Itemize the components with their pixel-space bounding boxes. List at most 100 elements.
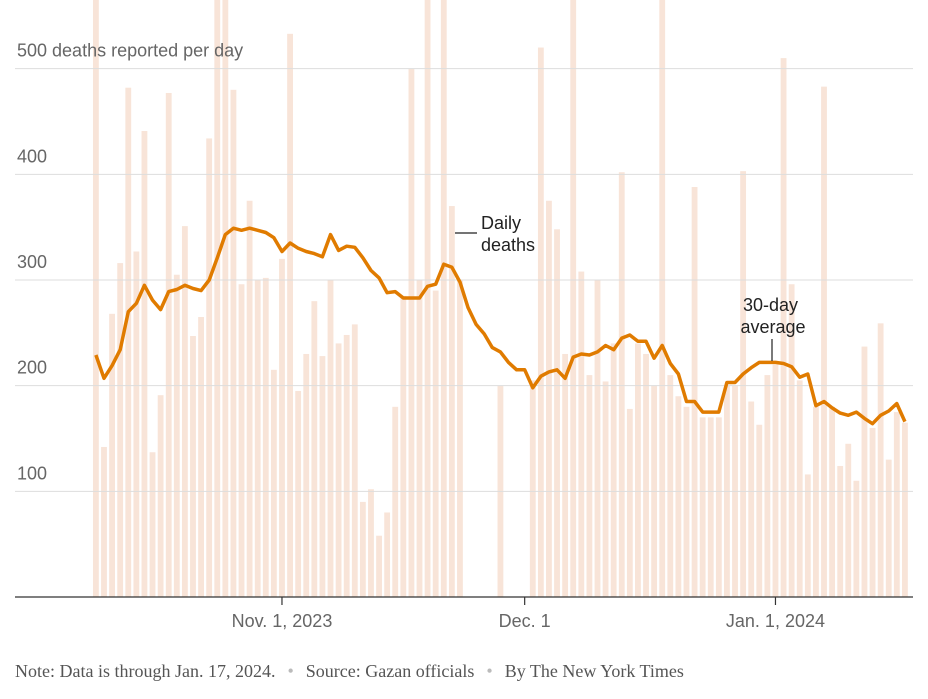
bar — [554, 229, 560, 597]
footer: Note: Data is through Jan. 17, 2024. • Sou… — [15, 661, 684, 681]
bar — [109, 313, 115, 597]
bar — [206, 138, 213, 597]
foreground: 100 200 300 400 500 deaths reported per day N… — [15, 41, 913, 681]
bar — [351, 324, 358, 597]
bar — [529, 380, 536, 597]
footer-item: By The New York Times — [505, 661, 684, 681]
bar — [893, 412, 900, 597]
bar — [821, 86, 827, 597]
line — [94, 226, 907, 426]
bar — [416, 280, 423, 597]
y-tick-label: 100 — [17, 463, 47, 483]
bar — [327, 280, 334, 597]
bar — [279, 258, 285, 597]
bar — [788, 284, 795, 597]
bar — [562, 353, 569, 597]
bar — [254, 280, 261, 597]
bar — [853, 480, 860, 597]
bar — [392, 406, 399, 597]
bar — [780, 58, 787, 597]
bar — [101, 446, 107, 597]
x-tick-label: Jan. 1, 2024 — [726, 611, 825, 631]
bar — [262, 277, 269, 597]
bar — [618, 172, 625, 597]
bar — [546, 200, 552, 597]
bar — [448, 206, 455, 597]
bar — [141, 131, 148, 597]
bar — [804, 474, 811, 597]
bar — [748, 401, 755, 597]
bar — [901, 422, 908, 597]
bar — [675, 396, 682, 597]
bar — [667, 375, 674, 597]
bar — [384, 512, 391, 597]
series-label: Daily deaths — [481, 213, 535, 255]
grid — [15, 68, 913, 492]
bar — [92, 0, 99, 597]
bar — [319, 356, 326, 597]
bar — [635, 343, 641, 597]
bar — [295, 390, 302, 597]
bar — [270, 369, 277, 597]
bar — [602, 381, 609, 597]
bar — [715, 417, 722, 597]
bar — [432, 290, 439, 597]
bar — [457, 280, 463, 597]
bar — [829, 406, 836, 597]
bar — [408, 68, 415, 597]
bar — [303, 353, 310, 597]
bar — [238, 284, 245, 597]
bar — [796, 380, 803, 597]
bar — [190, 336, 196, 597]
bar — [125, 87, 132, 597]
bar — [149, 452, 156, 597]
bar — [707, 417, 714, 597]
bar — [335, 343, 342, 597]
bar — [246, 200, 253, 597]
bar — [222, 0, 229, 597]
bar — [586, 375, 593, 597]
bar — [643, 353, 649, 597]
bar — [691, 187, 698, 597]
bar — [117, 263, 124, 597]
bar — [157, 395, 164, 597]
bar — [230, 89, 237, 597]
bar — [133, 251, 140, 597]
bar — [869, 427, 876, 597]
bar — [570, 0, 577, 597]
bar — [837, 465, 844, 597]
bars — [92, 0, 908, 597]
bar — [440, 0, 447, 597]
bar — [368, 489, 374, 597]
y-tick-label: 400 — [17, 146, 47, 166]
bar — [772, 364, 779, 597]
bar — [400, 295, 407, 597]
bar — [359, 501, 366, 597]
bar — [740, 171, 747, 597]
bar — [214, 0, 221, 597]
x-tick-label: Nov. 1, 2023 — [232, 611, 333, 631]
bar — [198, 316, 204, 597]
bar — [287, 33, 293, 597]
bar — [756, 424, 763, 597]
y-tick-label: 200 — [17, 358, 47, 378]
bar — [845, 443, 852, 597]
bar — [578, 271, 585, 597]
bar — [699, 417, 706, 597]
bar — [764, 375, 771, 597]
bar — [861, 346, 868, 597]
bar — [885, 459, 892, 597]
bar — [343, 334, 350, 597]
bar — [376, 535, 382, 597]
footer-item: Note: Data is through Jan. 17, 2024. — [15, 661, 275, 681]
bar — [594, 280, 601, 597]
bar — [877, 323, 884, 597]
bar — [813, 406, 819, 597]
y-tick-label: 300 — [17, 252, 47, 272]
bar — [181, 226, 188, 597]
bar — [165, 92, 172, 597]
series-label: 30-day average — [740, 295, 805, 337]
footer-item: Source: Gazan officials — [306, 661, 475, 681]
y-tick-label: 500 deaths reported per day — [17, 41, 243, 61]
